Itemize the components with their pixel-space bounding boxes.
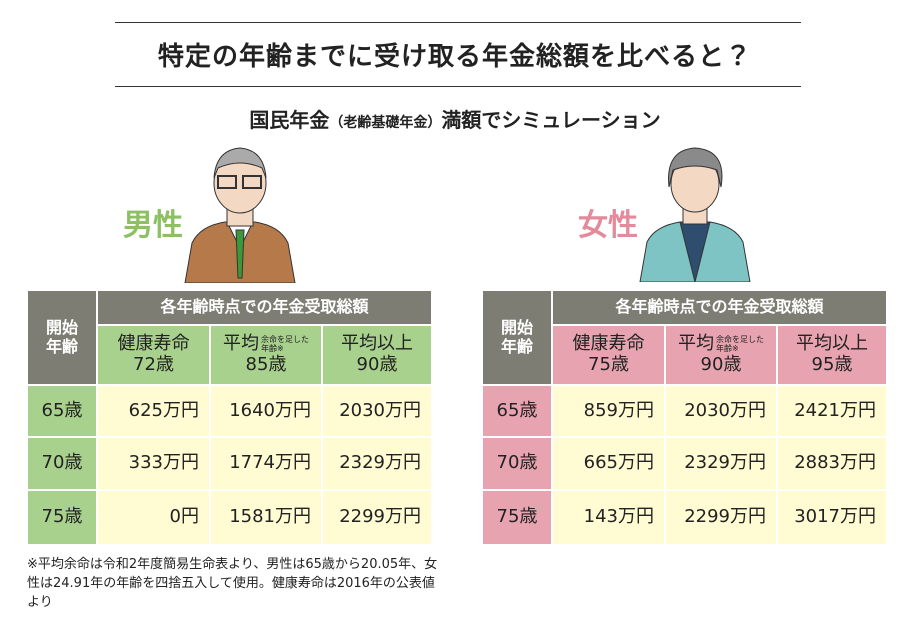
column-age: 85歳	[245, 354, 287, 375]
subtitle-rest: 満額でシミュレーション	[441, 108, 661, 132]
top-rule	[115, 22, 801, 23]
column-age: 72歳	[133, 354, 174, 375]
column-name: 健康寿命	[117, 333, 190, 355]
row-label: 70歳	[27, 437, 97, 490]
column-note: 余命を足した 年齢※	[261, 334, 309, 353]
column-age: 75歳	[588, 354, 629, 375]
value-cell: 625万円	[97, 385, 210, 437]
column-header: 健康寿命 75歳	[552, 325, 665, 385]
group-header: 各年齢時点での年金受取総額	[552, 290, 887, 325]
subtitle: 国民年金（老齢基礎年金）満額でシミュレーション	[0, 104, 910, 133]
value-cell: 665万円	[552, 437, 665, 490]
column-name-row: 平均 余命を足した 年齢※	[678, 334, 764, 355]
column-header: 平均 余命を足した 年齢※ 90歳	[665, 325, 777, 385]
value-cell: 333万円	[97, 437, 210, 490]
value-cell: 2299万円	[665, 490, 777, 545]
value-cell: 1640万円	[210, 385, 322, 437]
gender-label: 女性	[578, 208, 638, 243]
column-header: 平均以上 95歳	[777, 325, 887, 385]
column-name: 平均	[223, 333, 259, 355]
row-label: 65歳	[482, 385, 552, 437]
gender-label: 男性	[123, 208, 183, 243]
value-cell: 2299万円	[322, 490, 432, 545]
column-age: 90歳	[356, 354, 398, 375]
row-label: 70歳	[482, 437, 552, 490]
row-label: 75歳	[27, 490, 97, 545]
column-age: 90歳	[700, 354, 742, 375]
column-name-row: 健康寿命	[118, 334, 190, 355]
subtitle-paren: （老齢基礎年金）	[329, 115, 442, 131]
value-cell: 859万円	[552, 385, 665, 437]
bottom-rule	[115, 86, 801, 87]
value-cell: 3017万円	[777, 490, 887, 545]
value-cell: 143万円	[552, 490, 665, 545]
value-cell: 2030万円	[665, 385, 777, 437]
column-name: 平均	[678, 333, 714, 355]
column-name: 平均以上	[341, 333, 413, 355]
column-name-row: 平均以上	[341, 334, 413, 355]
footnote: ※平均余命は令和2年度簡易生命表より、男性は65歳から20.05年、女性は24.…	[27, 557, 438, 610]
column-name: 平均以上	[796, 333, 868, 355]
row-label: 65歳	[27, 385, 97, 437]
value-cell: 2329万円	[665, 437, 777, 490]
column-name-row: 平均以上	[796, 334, 868, 355]
column-name-row: 健康寿命	[573, 334, 645, 355]
column-header: 平均 余命を足した 年齢※ 85歳	[210, 325, 322, 385]
value-cell: 1581万円	[210, 490, 322, 545]
value-cell: 2421万円	[777, 385, 887, 437]
row-label: 75歳	[482, 490, 552, 545]
value-cell: 2329万円	[322, 437, 432, 490]
subtitle-main: 国民年金	[249, 108, 330, 132]
corner-header: 開始 年齢	[27, 290, 97, 385]
value-cell: 0円	[97, 490, 210, 545]
column-name: 健康寿命	[572, 333, 645, 355]
female-illustration	[639, 147, 751, 282]
column-header: 平均以上 90歳	[322, 325, 432, 385]
column-age: 95歳	[811, 354, 853, 375]
group-header: 各年齢時点での年金受取総額	[97, 290, 432, 325]
male-illustration	[184, 147, 296, 283]
column-note: 余命を足した 年齢※	[716, 334, 764, 353]
title: 特定の年齢までに受け取る年金総額を比べると？	[157, 42, 752, 72]
corner-header: 開始 年齢	[482, 290, 552, 385]
value-cell: 1774万円	[210, 437, 322, 490]
value-cell: 2883万円	[777, 437, 887, 490]
column-name-row: 平均 余命を足した 年齢※	[223, 334, 309, 355]
column-header: 健康寿命 72歳	[97, 325, 210, 385]
value-cell: 2030万円	[322, 385, 432, 437]
